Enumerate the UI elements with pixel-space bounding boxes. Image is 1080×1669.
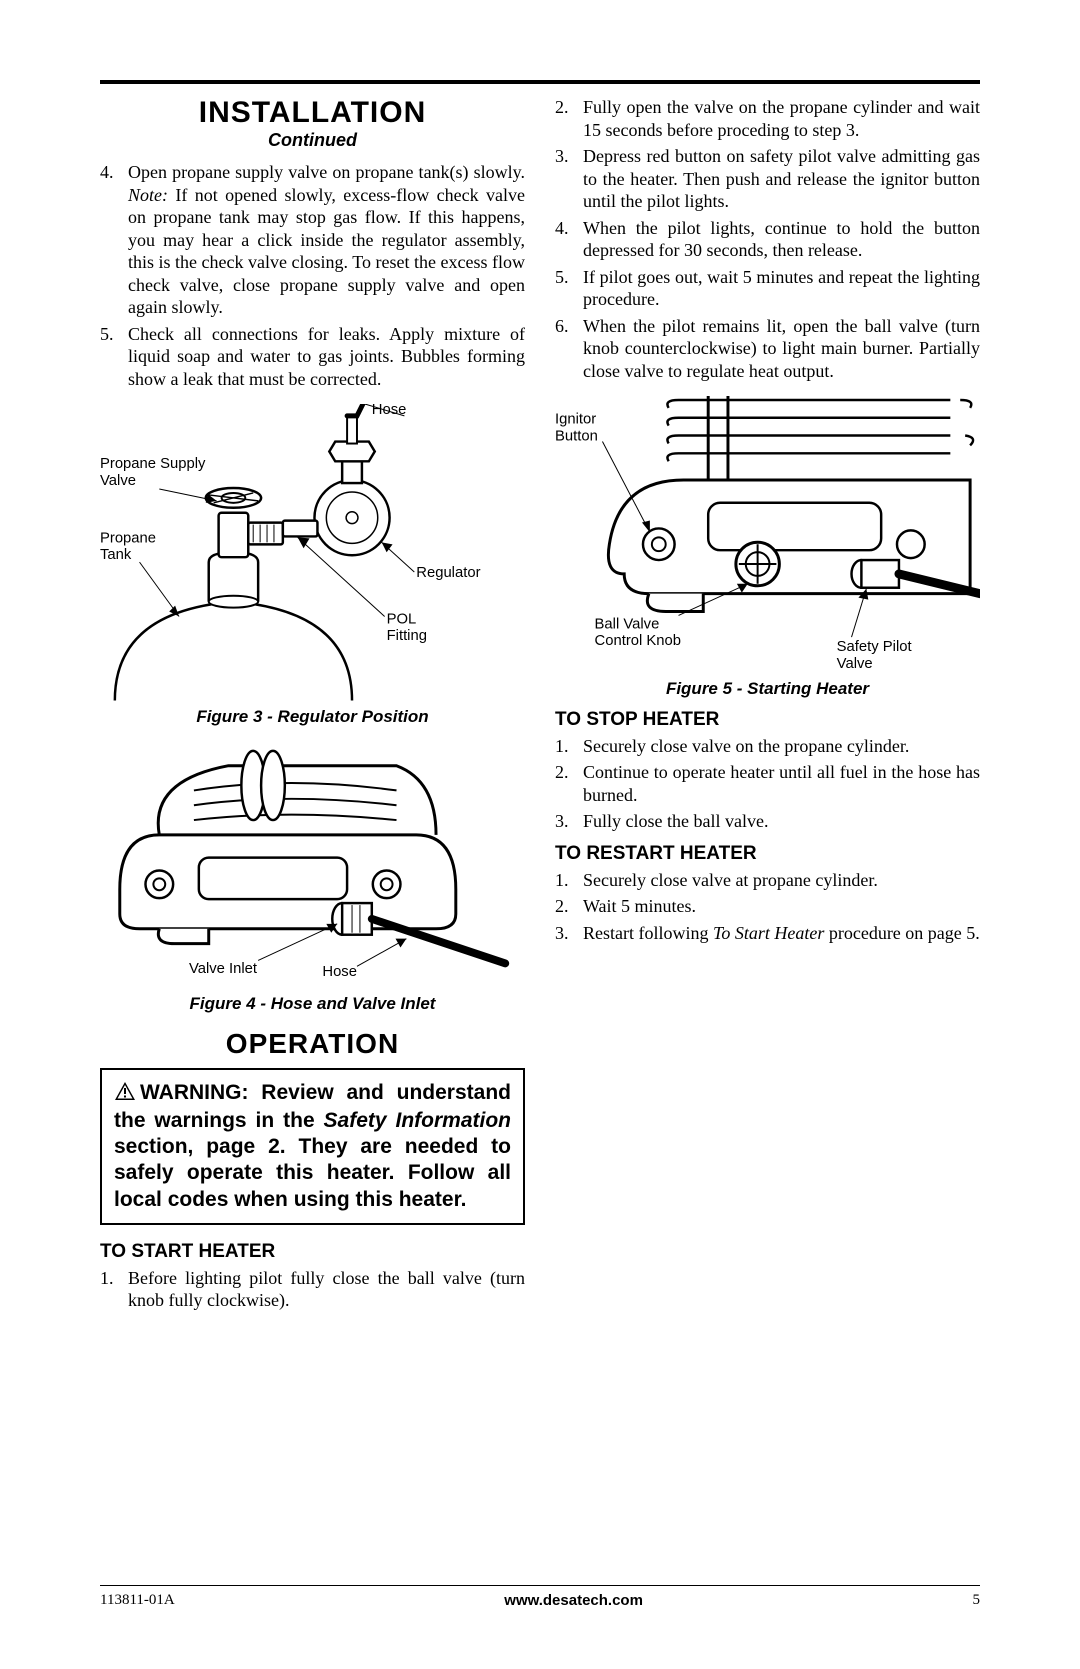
start-item-6: When the pilot remains lit, open the bal… <box>555 315 980 383</box>
fig3-label-pt2: Tank <box>100 547 132 563</box>
top-rule <box>100 80 980 84</box>
fig4-label-valve-inlet: Valve Inlet <box>189 961 257 977</box>
fig5-label-sp1: Safety Pilot <box>837 639 912 655</box>
warning-text-i: Safety Information <box>324 1109 511 1132</box>
figure-3-svg: Hose Propane Supply Valve Propane Tank R… <box>100 404 525 701</box>
page-content: INSTALLATION Continued Open propane supp… <box>0 0 1080 1366</box>
restart3-i: To Start Heater <box>713 923 824 943</box>
restart3-b: procedure on page 5. <box>824 923 979 943</box>
two-column-layout: INSTALLATION Continued Open propane supp… <box>100 96 980 1316</box>
stop-list: Securely close valve on the propane cyli… <box>555 735 980 833</box>
footer-page-num: 5 <box>973 1592 981 1609</box>
figure-3-caption: Figure 3 - Regulator Position <box>100 707 525 727</box>
restart-item-2: Wait 5 minutes. <box>555 895 980 918</box>
to-stop-heading: TO STOP HEATER <box>555 709 980 731</box>
warning-text-b: section, page 2. They are needed to safe… <box>114 1135 511 1211</box>
start-list-col1: Before lighting pilot fully close the ba… <box>100 1267 525 1312</box>
fig5-label-bv2: Control Knob <box>595 633 681 649</box>
fig4-label-hose: Hose <box>322 964 357 980</box>
start-item-4: When the pilot lights, continue to hold … <box>555 217 980 262</box>
warning-box: WARNING: Review and understand the warni… <box>100 1068 525 1225</box>
figure-5-caption: Figure 5 - Starting Heater <box>555 679 980 699</box>
restart-list: Securely close valve at propane cylinder… <box>555 869 980 945</box>
fig3-label-pt1: Propane <box>100 530 156 546</box>
restart-item-3: Restart following To Start Heater proced… <box>555 922 980 945</box>
inst4-text-b: If not opened slowly, excess-flow check … <box>128 185 525 318</box>
to-start-heading: TO START HEATER <box>100 1241 525 1263</box>
right-column: Fully open the valve on the propane cyli… <box>555 96 980 1316</box>
start-item-5: If pilot goes out, wait 5 minutes and re… <box>555 266 980 311</box>
left-column: INSTALLATION Continued Open propane supp… <box>100 96 525 1316</box>
stop-item-2: Continue to operate heater until all fue… <box>555 761 980 806</box>
installation-heading: INSTALLATION <box>100 96 525 130</box>
footer-rule <box>100 1585 980 1586</box>
footer-url: www.desatech.com <box>504 1592 643 1609</box>
installation-item-4: Open propane supply valve on propane tan… <box>100 161 525 319</box>
continued-label: Continued <box>100 130 525 151</box>
installation-list: Open propane supply valve on propane tan… <box>100 161 525 390</box>
footer-doc-id: 113811-01A <box>100 1592 175 1609</box>
fig5-label-sp2: Valve <box>837 656 873 672</box>
stop-item-3: Fully close the ball valve. <box>555 810 980 833</box>
start-list-col2: Fully open the valve on the propane cyli… <box>555 96 980 382</box>
to-restart-heading: TO RESTART HEATER <box>555 843 980 865</box>
figure-4-caption: Figure 4 - Hose and Valve Inlet <box>100 994 525 1014</box>
start-item-3: Depress red button on safety pilot valve… <box>555 145 980 213</box>
fig5-label-ign2: Button <box>555 428 598 444</box>
start-item-1: Before lighting pilot fully close the ba… <box>100 1267 525 1312</box>
fig5-label-bv1: Ball Valve <box>595 616 660 632</box>
figure-5-svg: Ignitor Button Ball Valve Control Knob S… <box>555 396 980 673</box>
start-item-2: Fully open the valve on the propane cyli… <box>555 96 980 141</box>
figure-4: Valve Inlet Hose Figure 4 - Hose and Val… <box>100 741 525 1014</box>
stop-item-1: Securely close valve on the propane cyli… <box>555 735 980 758</box>
operation-heading: OPERATION <box>100 1028 525 1060</box>
figure-3: Hose Propane Supply Valve Propane Tank R… <box>100 404 525 727</box>
figure-4-svg: Valve Inlet Hose <box>100 741 525 988</box>
fig3-label-reg: Regulator <box>416 565 480 581</box>
figure-5: Ignitor Button Ball Valve Control Knob S… <box>555 396 980 699</box>
page-footer: 113811-01A www.desatech.com 5 <box>100 1585 980 1609</box>
inst4-note-label: Note: <box>128 185 168 205</box>
restart-item-1: Securely close valve at propane cylinder… <box>555 869 980 892</box>
installation-item-5: Check all connections for leaks. Apply m… <box>100 323 525 391</box>
fig3-label-psv1: Propane Supply <box>100 456 206 472</box>
fig3-label-pol1: POL <box>387 611 417 627</box>
inst4-text-a: Open propane supply valve on propane tan… <box>128 162 525 182</box>
restart3-a: Restart following <box>583 923 713 943</box>
warning-icon <box>114 1081 136 1108</box>
fig3-label-pol2: Fitting <box>387 628 427 644</box>
fig3-label-psv2: Valve <box>100 473 136 489</box>
fig5-label-ign1: Ignitor <box>555 412 596 428</box>
